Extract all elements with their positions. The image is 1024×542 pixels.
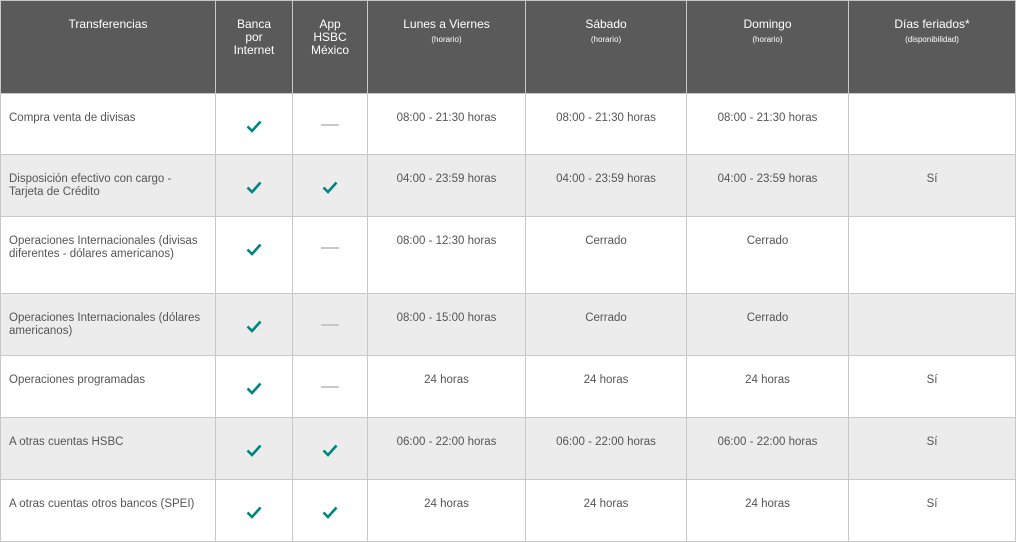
header-holidays: Días feriados* (disponibilidad) [848,0,1016,94]
cell-holidays: Sí [848,154,1016,217]
cell-app [292,417,368,480]
cell-name: A otras cuentas otros bancos (SPEI) [0,479,216,542]
cell-name: Operaciones Internacionales (dólares ame… [0,293,216,356]
check-icon [322,444,338,457]
dash-icon [321,324,339,326]
header-row: Transferencias Banca por Internet App HSBC… [0,0,1016,94]
check-icon [246,181,262,194]
cell-sunday: 06:00 - 22:00 horas [686,417,849,480]
cell-internet [215,154,293,217]
cell-holidays [848,93,1016,155]
cell-holidays: Sí [848,479,1016,542]
table-row: Operaciones Internacionales (dólares ame… [0,293,1016,356]
cell-saturday: Cerrado [525,293,687,356]
cell-name: Disposición efectivo con cargo - Tarjeta… [0,154,216,217]
cell-weekday: 08:00 - 15:00 horas [367,293,526,356]
cell-app [292,93,368,155]
header-sublabel: (horario) [431,35,462,44]
cell-internet [215,479,293,542]
cell-internet [215,417,293,480]
header-sublabel: (horario) [752,35,783,44]
table-row: Operaciones programadas 24 horas 24 horas 2… [0,355,1016,418]
header-label: Domingo [743,17,792,31]
cell-sunday: 08:00 - 21:30 horas [686,93,849,155]
cell-name: Compra venta de divisas [0,93,216,155]
cell-name: Operaciones programadas [0,355,216,418]
dash-icon [321,247,339,249]
cell-app [292,154,368,217]
table-row: Disposición efectivo con cargo - Tarjeta… [0,154,1016,217]
table-row: Compra venta de divisas 08:00 - 21:30 hor… [0,93,1016,155]
cell-internet [215,293,293,356]
cell-saturday: 24 horas [525,355,687,418]
header-label: Transferencias [68,17,148,31]
cell-saturday: 08:00 - 21:30 horas [525,93,687,155]
cell-app [292,293,368,356]
check-icon [246,120,262,133]
header-app: App HSBC México [292,0,368,94]
cell-sunday: 04:00 - 23:59 horas [686,154,849,217]
header-label: Días feriados* [894,17,970,31]
cell-saturday: Cerrado [525,216,687,294]
cell-weekday: 24 horas [367,479,526,542]
header-sublabel: (disponibilidad) [905,35,959,44]
check-icon [246,243,262,256]
header-weekday: Lunes a Viernes (horario) [367,0,526,94]
cell-holidays [848,293,1016,356]
cell-sunday: Cerrado [686,216,849,294]
cell-saturday: 04:00 - 23:59 horas [525,154,687,217]
header-label: Banca por Internet [233,17,275,57]
cell-weekday: 08:00 - 21:30 horas [367,93,526,155]
check-icon [246,382,262,395]
dash-icon [321,386,339,388]
cell-app [292,355,368,418]
cell-app [292,216,368,294]
header-label: App HSBC México [310,17,349,57]
table-row: Operaciones Internacionales (divisas dif… [0,216,1016,294]
cell-app [292,479,368,542]
table-row: A otras cuentas HSBC 06:00 - 22:00 horas 0… [0,417,1016,480]
cell-name: A otras cuentas HSBC [0,417,216,480]
cell-sunday: Cerrado [686,293,849,356]
header-label: Sábado [585,17,627,31]
dash-icon [321,124,339,126]
cell-saturday: 06:00 - 22:00 horas [525,417,687,480]
header-saturday: Sábado (horario) [525,0,687,94]
cell-internet [215,355,293,418]
header-transfers: Transferencias [0,0,216,94]
cell-name: Operaciones Internacionales (divisas dif… [0,216,216,294]
check-icon [246,506,262,519]
cell-weekday: 04:00 - 23:59 horas [367,154,526,217]
cell-holidays: Sí [848,417,1016,480]
check-icon [246,444,262,457]
cell-internet [215,216,293,294]
cell-sunday: 24 horas [686,479,849,542]
cell-weekday: 24 horas [367,355,526,418]
header-online-banking: Banca por Internet [215,0,293,94]
cell-saturday: 24 horas [525,479,687,542]
check-icon [246,320,262,333]
check-icon [322,506,338,519]
header-sunday: Domingo (horario) [686,0,849,94]
cell-internet [215,93,293,155]
cell-weekday: 08:00 - 12:30 horas [367,216,526,294]
cell-sunday: 24 horas [686,355,849,418]
header-label: Lunes a Viernes [403,17,490,31]
cell-holidays [848,216,1016,294]
cell-weekday: 06:00 - 22:00 horas [367,417,526,480]
header-sublabel: (horario) [590,35,622,44]
check-icon [322,181,338,194]
cell-holidays: Sí [848,355,1016,418]
table-row: A otras cuentas otros bancos (SPEI) 24 ho… [0,479,1016,542]
